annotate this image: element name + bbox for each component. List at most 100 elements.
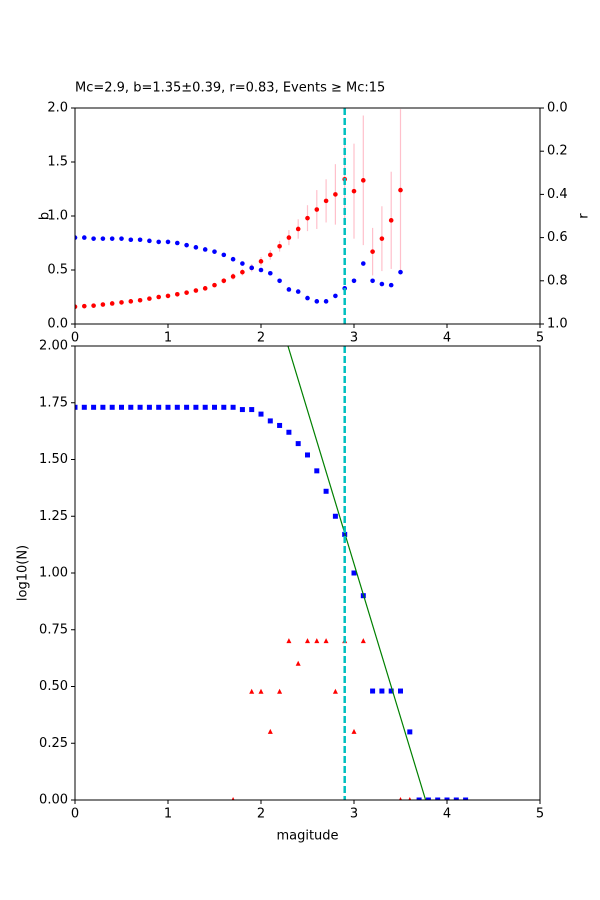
point xyxy=(175,240,180,246)
point xyxy=(314,207,320,212)
point xyxy=(82,235,87,240)
point xyxy=(137,297,143,303)
x-tick-label: 3 xyxy=(350,331,358,346)
point xyxy=(91,303,96,308)
point xyxy=(258,267,264,273)
point xyxy=(398,187,403,193)
point xyxy=(399,797,402,800)
y-tick-label: 0.5 xyxy=(47,263,68,278)
point xyxy=(230,404,236,410)
point xyxy=(165,404,171,410)
point xyxy=(444,797,450,800)
point xyxy=(128,404,134,410)
point xyxy=(295,289,301,294)
point xyxy=(249,407,255,413)
point xyxy=(453,797,459,800)
y-tick-label: 2.00 xyxy=(39,339,68,354)
point xyxy=(463,797,469,800)
point xyxy=(165,293,171,299)
point xyxy=(100,302,106,307)
point xyxy=(388,218,394,223)
point xyxy=(305,638,310,644)
y-tick-label: 2.0 xyxy=(47,101,68,116)
point xyxy=(75,404,78,410)
point xyxy=(174,404,180,410)
x-tick-label: 0 xyxy=(71,331,79,346)
point xyxy=(360,638,366,644)
point xyxy=(202,286,208,291)
point xyxy=(258,688,264,694)
x-tick-label: 4 xyxy=(443,331,451,346)
point xyxy=(82,303,87,309)
point xyxy=(156,294,161,300)
point xyxy=(258,411,264,417)
point xyxy=(137,237,143,243)
point xyxy=(267,418,273,424)
point xyxy=(351,728,357,734)
y-tick-label: 0.75 xyxy=(39,622,68,637)
point xyxy=(184,404,190,410)
point xyxy=(156,404,162,410)
point xyxy=(305,215,310,221)
point xyxy=(323,488,329,494)
y2-tick-label: 0.6 xyxy=(547,230,568,245)
point xyxy=(193,245,199,250)
y-tick-label: 0.25 xyxy=(39,736,68,751)
point xyxy=(156,239,161,245)
point xyxy=(370,249,375,254)
chart-title: Mc=2.9, b=1.35±0.39, r=0.83, Events ≥ Mc… xyxy=(75,81,385,96)
point xyxy=(267,728,273,734)
point xyxy=(323,299,329,304)
point xyxy=(249,265,254,271)
point xyxy=(81,404,87,410)
point xyxy=(230,256,236,262)
point xyxy=(221,252,227,258)
point xyxy=(379,281,385,287)
axes-frame xyxy=(74,107,541,325)
point xyxy=(407,729,413,735)
y2-tick-label: 0.0 xyxy=(547,101,568,116)
point xyxy=(193,288,199,293)
point xyxy=(128,299,134,304)
point xyxy=(370,688,376,694)
point xyxy=(212,249,217,254)
point xyxy=(109,404,115,410)
point xyxy=(221,404,227,410)
point xyxy=(75,235,78,240)
x-tick-label: 5 xyxy=(536,331,544,346)
point xyxy=(351,278,357,284)
point xyxy=(165,239,171,245)
x-tick-label: 1 xyxy=(164,331,172,346)
y-tick-label: 1.00 xyxy=(39,566,68,581)
point xyxy=(231,797,235,800)
point xyxy=(240,269,245,275)
point xyxy=(137,404,143,410)
y-tick-label: 1.50 xyxy=(39,452,68,467)
point xyxy=(240,261,245,266)
point xyxy=(184,290,189,295)
point xyxy=(305,295,310,301)
point xyxy=(416,797,422,800)
point xyxy=(109,301,115,306)
x-tick-label: 4 xyxy=(443,807,451,822)
point xyxy=(351,188,357,194)
point xyxy=(361,261,366,266)
point xyxy=(286,287,292,292)
point xyxy=(323,198,329,204)
point xyxy=(351,570,357,576)
point xyxy=(333,293,338,299)
point xyxy=(75,304,78,310)
point xyxy=(268,252,273,258)
point xyxy=(314,299,320,304)
point xyxy=(361,178,366,183)
point xyxy=(295,660,301,666)
y-axis-label: log10(N) xyxy=(16,545,31,601)
point xyxy=(314,638,320,644)
point xyxy=(212,282,217,288)
point xyxy=(175,292,180,297)
point xyxy=(435,797,441,800)
point xyxy=(332,688,338,694)
y2-axis-label: r xyxy=(577,213,592,219)
point xyxy=(249,688,255,694)
